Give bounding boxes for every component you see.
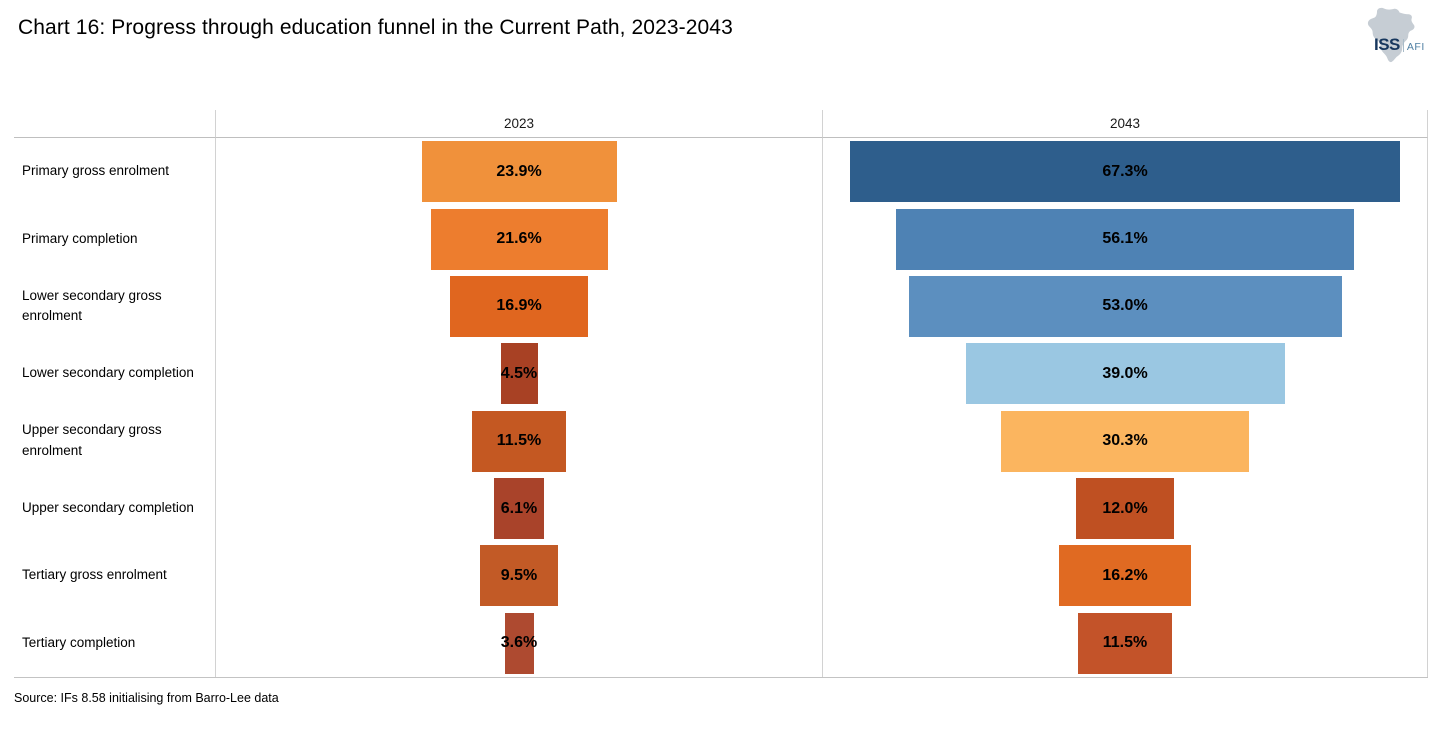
funnel-bar-2043-row8: 11.5% [1078,612,1172,674]
bar-value-label: 16.9% [496,297,542,315]
corner-header-cell [14,110,215,138]
page-title: Chart 16: Progress through education fun… [18,16,733,39]
bar-value-label: 39.0% [1102,364,1148,382]
logo-text: ISS AFI [1374,35,1425,55]
funnel-row: 23.9% [216,138,822,205]
column-header-2043: 2043 [822,110,1428,138]
funnel-row: 30.3% [823,408,1427,475]
bar-value-label: 30.3% [1102,432,1148,450]
funnel-bar-2023-row1: 23.9% [421,141,617,203]
funnel-bar-2043-row3: 53.0% [908,275,1342,337]
bar-value-label: 11.5% [1102,634,1148,652]
funnel-row: 56.1% [823,205,1427,272]
bar-value-label: 67.3% [1102,162,1148,180]
funnel-row: 21.6% [216,205,822,272]
funnel-row: 12.0% [823,475,1427,542]
funnel-bar-2023-row4: 4.5% [500,343,538,405]
logo-divider [1402,38,1404,52]
source-note: Source: IFs 8.58 initialising from Barro… [14,691,279,705]
funnel-bar-2023-row6: 6.1% [494,478,544,540]
row-label: Upper secondary completion [22,500,194,516]
funnel-row: 3.6% [216,610,822,677]
funnel-row: 67.3% [823,138,1427,205]
labels-column: Primary gross enrolment Primary completio… [14,138,215,677]
funnel-bar-2023-row7: 9.5% [480,545,558,607]
column-header-2023: 2023 [215,110,822,138]
iss-afi-logo: ISS AFI [1360,5,1434,65]
row-label: Lower secondary completion [22,365,194,381]
bar-value-label: 6.1% [500,499,538,517]
funnel-bar-2043-row2: 56.1% [896,208,1354,270]
bar-value-label: 56.1% [1102,230,1148,248]
africa-map-icon [1367,7,1415,63]
funnel-bar-2043-row6: 12.0% [1076,478,1174,540]
funnel-chart: 2023 2043 Primary gross enrolment Primary… [14,110,1428,678]
funnel-row: 16.9% [216,273,822,340]
panel-2023: 23.9% 21.6% 16.9% 4.5% 11.5% 6.1% 9.5% 3.6% [215,138,822,677]
logo-afi-label: AFI [1406,41,1425,53]
funnel-row: 53.0% [823,273,1427,340]
funnel-row: 16.2% [823,542,1427,609]
bar-value-label: 9.5% [500,566,538,584]
funnel-bar-2043-row5: 30.3% [1001,410,1249,472]
bar-value-label: 3.6% [500,634,538,652]
row-label: Tertiary completion [22,634,136,650]
funnel-row: 11.5% [216,408,822,475]
funnel-row: 4.5% [216,340,822,407]
funnel-bar-2023-row2: 21.6% [430,208,608,270]
funnel-bar-2043-row4: 39.0% [965,343,1285,405]
bar-value-label: 11.5% [496,432,542,450]
row-label: Primary completion [22,230,138,246]
row-label: Lower secondary gross enrolment [22,287,162,324]
bar-value-label: 53.0% [1102,297,1148,315]
row-label: Upper secondary gross enrolment [22,422,162,459]
bar-value-label: 21.6% [496,230,542,248]
funnel-bar-2043-row7: 16.2% [1059,545,1191,607]
bar-value-label: 23.9% [496,162,542,180]
bar-value-label: 4.5% [500,364,538,382]
funnel-bar-2023-row3: 16.9% [450,275,588,337]
funnel-row: 6.1% [216,475,822,542]
funnel-row: 39.0% [823,340,1427,407]
funnel-row: 9.5% [216,542,822,609]
funnel-bar-2043-row1: 67.3% [850,141,1400,203]
row-label: Primary gross enrolment [22,163,170,179]
logo-iss-label: ISS [1374,35,1400,54]
funnel-bar-2023-row5: 11.5% [472,410,566,472]
bar-value-label: 16.2% [1102,566,1148,584]
funnel-bar-2023-row8: 3.6% [501,612,537,674]
funnel-row: 11.5% [823,610,1427,677]
panel-2043: 67.3% 56.1% 53.0% 39.0% 30.3% 12.0% 16.2% 11.5% [822,138,1428,677]
bar-value-label: 12.0% [1102,499,1148,517]
row-label: Tertiary gross enrolment [22,567,167,583]
